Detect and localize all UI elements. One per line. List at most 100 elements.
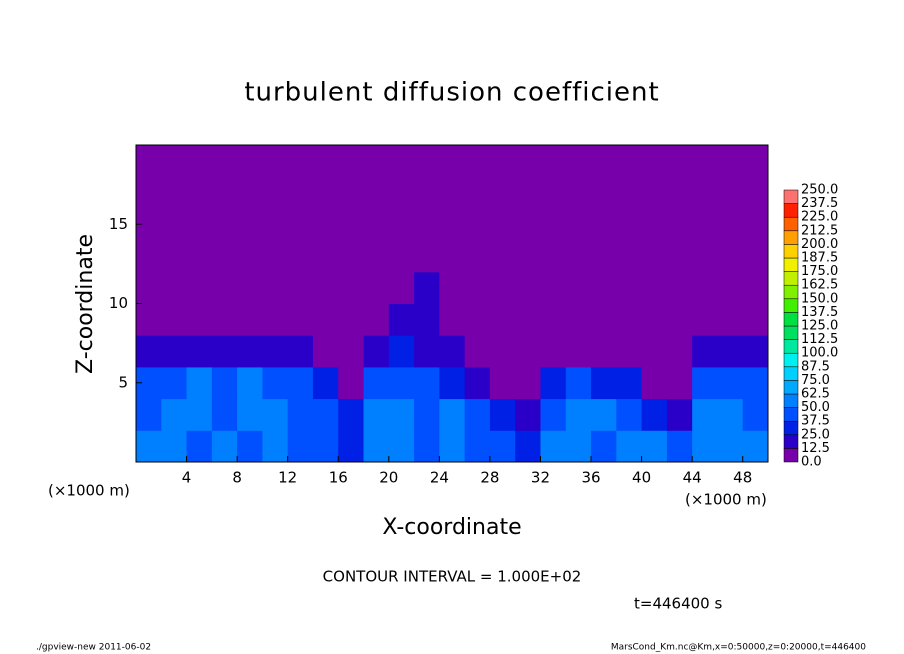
cell bbox=[540, 335, 567, 368]
cell bbox=[692, 303, 718, 336]
cell bbox=[641, 271, 668, 304]
cell bbox=[136, 145, 162, 178]
cell bbox=[439, 398, 466, 431]
cell bbox=[363, 208, 390, 241]
x-tick-label: 44 bbox=[683, 469, 702, 487]
cell bbox=[414, 430, 440, 463]
cell bbox=[540, 303, 567, 336]
cell bbox=[692, 271, 718, 304]
cell bbox=[363, 271, 390, 304]
x-tick-label: 36 bbox=[581, 469, 600, 487]
cell bbox=[338, 398, 365, 431]
x-unit-label: (×1000 m) bbox=[48, 482, 130, 500]
cell bbox=[464, 145, 491, 178]
cell bbox=[692, 430, 718, 463]
cell bbox=[161, 208, 188, 241]
cell bbox=[388, 176, 415, 209]
cell bbox=[540, 176, 567, 209]
cell bbox=[439, 430, 466, 463]
x-tick-label: 20 bbox=[379, 469, 398, 487]
cell bbox=[742, 271, 769, 304]
cell bbox=[692, 208, 718, 241]
cell bbox=[489, 335, 516, 368]
cell bbox=[515, 240, 541, 273]
cell bbox=[338, 176, 365, 209]
cell bbox=[388, 335, 415, 368]
cell bbox=[641, 335, 668, 368]
cell bbox=[211, 271, 238, 304]
cell bbox=[439, 303, 466, 336]
cell bbox=[464, 366, 491, 400]
cell bbox=[414, 208, 440, 241]
cell bbox=[540, 240, 567, 273]
x-tick-label: 16 bbox=[329, 469, 348, 487]
cell bbox=[237, 398, 263, 431]
cell bbox=[312, 335, 339, 368]
cell bbox=[515, 335, 541, 368]
cell bbox=[591, 240, 617, 273]
cell bbox=[666, 303, 693, 336]
colorbar-label: 250.0 bbox=[801, 183, 838, 198]
cell bbox=[161, 398, 188, 431]
cell bbox=[262, 366, 289, 400]
y-tick-label: 10 bbox=[109, 294, 128, 312]
cell bbox=[338, 208, 365, 241]
cell bbox=[489, 271, 516, 304]
cell bbox=[439, 145, 466, 178]
cell bbox=[515, 430, 541, 463]
cell bbox=[262, 303, 289, 336]
cell bbox=[262, 335, 289, 368]
cell bbox=[540, 430, 567, 463]
cell bbox=[338, 303, 365, 336]
cell bbox=[641, 430, 668, 463]
cell bbox=[717, 208, 744, 241]
cell bbox=[717, 303, 744, 336]
cell bbox=[540, 208, 567, 241]
cell bbox=[489, 366, 516, 400]
cell bbox=[161, 176, 188, 209]
cell bbox=[161, 145, 188, 178]
cell bbox=[363, 176, 390, 209]
cell bbox=[388, 366, 415, 400]
cell bbox=[136, 430, 162, 463]
chart-title: turbulent diffusion coefficient bbox=[244, 78, 659, 108]
colorbar-label: 237.5 bbox=[801, 196, 838, 211]
cell bbox=[136, 271, 162, 304]
cell bbox=[464, 271, 491, 304]
cell bbox=[287, 208, 314, 241]
cell bbox=[565, 366, 592, 400]
time-label: t=446400 s bbox=[634, 595, 722, 613]
cell bbox=[489, 430, 516, 463]
cell bbox=[489, 240, 516, 273]
cell bbox=[363, 303, 390, 336]
colorbar-box bbox=[783, 257, 799, 272]
colorbar-label: 87.5 bbox=[801, 359, 830, 374]
cell bbox=[439, 208, 466, 241]
cell bbox=[742, 176, 769, 209]
cell bbox=[262, 398, 289, 431]
cell bbox=[312, 271, 339, 304]
colorbar-box bbox=[783, 366, 799, 381]
colorbar-box bbox=[783, 434, 799, 449]
cell bbox=[439, 271, 466, 304]
cell bbox=[237, 271, 263, 304]
colorbar-label: 75.0 bbox=[801, 373, 830, 388]
colorbar-box bbox=[783, 352, 799, 368]
cell bbox=[489, 398, 516, 431]
y-axis-label: Z-coordinate bbox=[73, 234, 98, 374]
cell bbox=[312, 366, 339, 400]
cell bbox=[717, 398, 744, 431]
cell bbox=[717, 335, 744, 368]
cell bbox=[363, 145, 390, 178]
x-tick-label: 4 bbox=[182, 469, 192, 487]
colorbar-label: 50.0 bbox=[801, 400, 830, 415]
colorbar-label: 200.0 bbox=[801, 237, 838, 252]
cell bbox=[464, 303, 491, 336]
cell bbox=[616, 145, 643, 178]
cell bbox=[464, 335, 491, 368]
colorbar-label: 212.5 bbox=[801, 223, 838, 238]
colorbar-label: 25.0 bbox=[801, 427, 830, 442]
cell bbox=[186, 176, 213, 209]
cell bbox=[161, 303, 188, 336]
